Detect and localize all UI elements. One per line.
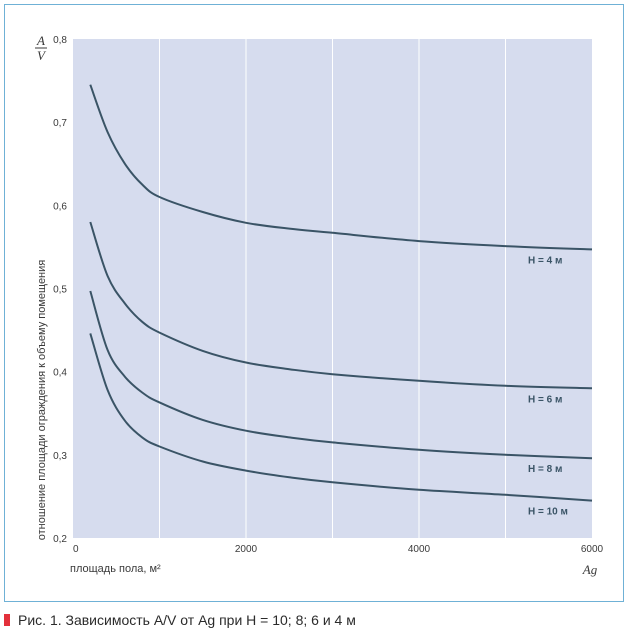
y-axis-fraction-denominator: V [37,48,47,63]
y-tick-label: 0,4 [53,368,67,379]
x-axis-symbol: Ag [582,562,598,577]
series-label-3: H = 8 м [528,464,562,475]
y-tick-label: 0,7 [53,118,67,129]
series-label-4: H = 10 м [528,507,568,518]
x-tick-label: 6000 [581,544,604,555]
y-tick-label: 0,2 [53,534,67,545]
caption-text: Рис. 1. Зависимость A/V от Ag при H = 10… [18,612,356,628]
tick-labels: 0,2 0,3 0,4 0,5 0,6 0,7 0,8 0 2000 4000 6000 [53,35,603,555]
y-axis-fraction-numerator: A [36,33,45,48]
y-axis-fraction: A V [35,33,47,63]
caption-marker [4,614,10,626]
y-tick-label: 0,8 [53,35,67,46]
series-label-2: H = 6 м [528,394,562,405]
y-tick-label: 0,5 [53,285,67,296]
chart: H = 4 мH = 6 мH = 8 мH = 10 м 0,20,30,40… [35,33,604,577]
figure-caption: Рис. 1. Зависимость A/V от Ag при H = 10… [4,609,356,631]
x-tick-label: 0 [73,544,79,555]
x-axis-label: площадь пола, м² [70,563,161,575]
series-line-3 [89,290,593,460]
series-labels: H = 4 м H = 6 м H = 8 м H = 10 м [528,255,568,517]
y-tick-label: 0,3 [53,451,67,462]
series-line-2 [89,221,593,390]
x-tick-label: 4000 [408,544,431,555]
x-tick-label: 2000 [235,544,258,555]
y-tick-label: 0,6 [53,201,67,212]
series-label-1: H = 4 м [528,255,562,266]
series-layer [89,84,593,502]
series-line-4 [89,333,593,502]
y-axis-label: отношение площади ограждения к объему по… [36,260,48,541]
series-line-1 [89,84,593,251]
